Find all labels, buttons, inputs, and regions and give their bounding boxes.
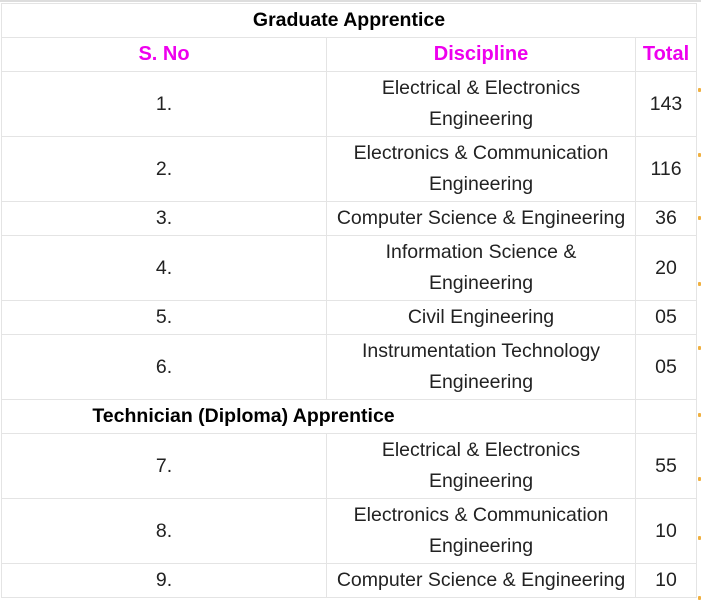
table-row: 6. Instrumentation Technology Engineerin… — [1, 334, 698, 400]
cell-sno: 6. — [1, 334, 327, 400]
section-title-row: Technician (Diploma) Apprentice — [1, 399, 698, 434]
column-header-sno: S. No — [1, 37, 327, 72]
edge-marker — [698, 413, 701, 417]
cell-sno: 2. — [1, 136, 327, 202]
edge-marker — [698, 536, 701, 540]
section-title-row: Graduate Apprentice — [0, 3, 698, 38]
cell-total: 10 — [634, 498, 698, 564]
cell-total: 20 — [634, 235, 698, 301]
edge-marker — [698, 216, 701, 220]
cell-total: 55 — [634, 433, 698, 499]
table-row: 4. Information Science & Engineering 20 — [1, 235, 698, 301]
table-row: 8. Electronics & Communication Engineeri… — [1, 498, 698, 564]
cell-total: 05 — [634, 300, 698, 335]
cell-sno: 5. — [1, 300, 327, 335]
table-row: 7. Electrical & Electronics Engineering … — [1, 433, 698, 499]
edge-marker — [698, 477, 701, 481]
cell-discipline: Electronics & Communication Engineering — [326, 136, 636, 202]
edge-marker — [698, 88, 701, 92]
cell-discipline: Instrumentation Technology Engineering — [326, 334, 636, 400]
table-row: 3. Computer Science & Engineering 36 — [1, 201, 698, 236]
table-row: 9. Computer Science & Engineering 10 — [1, 563, 698, 598]
column-header-discipline: Discipline — [326, 37, 636, 72]
cell-sno: 8. — [1, 498, 327, 564]
table-row: 2. Electronics & Communication Engineeri… — [1, 136, 698, 202]
top-border — [0, 0, 701, 2]
table-row: 5. Civil Engineering 05 — [1, 300, 698, 335]
cell-discipline: Electrical & Electronics Engineering — [326, 71, 636, 137]
cell-discipline: Electronics & Communication Engineering — [326, 498, 636, 564]
cell-discipline: Civil Engineering — [326, 300, 636, 335]
header-row: S. No Discipline Total — [1, 37, 698, 72]
cell-discipline: Computer Science & Engineering — [326, 201, 636, 236]
table-row: 1. Electrical & Electronics Engineering … — [1, 71, 698, 137]
cell-sno: 9. — [1, 563, 327, 598]
section-title: Technician (Diploma) Apprentice — [1, 399, 636, 434]
cell-total: 10 — [634, 563, 698, 598]
column-header-total: Total — [634, 37, 698, 72]
edge-marker — [698, 153, 701, 157]
edge-marker — [698, 346, 701, 350]
cell-sno: 3. — [1, 201, 327, 236]
cell-discipline: Electrical & Electronics Engineering — [326, 433, 636, 499]
cell-total: 143 — [634, 71, 698, 137]
cell-discipline: Computer Science & Engineering — [326, 563, 636, 598]
cell-sno: 4. — [1, 235, 327, 301]
section-title: Graduate Apprentice — [0, 3, 698, 38]
cell-total: 116 — [634, 136, 698, 202]
empty-cell — [635, 399, 698, 434]
apprentice-table: Graduate Apprentice S. No Discipline Tot… — [0, 3, 698, 598]
cell-total: 36 — [634, 201, 698, 236]
cell-sno: 1. — [1, 71, 327, 137]
cell-total: 05 — [634, 334, 698, 400]
cell-discipline: Information Science & Engineering — [326, 235, 636, 301]
edge-marker — [698, 282, 701, 286]
cell-sno: 7. — [1, 433, 327, 499]
edge-marker — [698, 596, 701, 600]
